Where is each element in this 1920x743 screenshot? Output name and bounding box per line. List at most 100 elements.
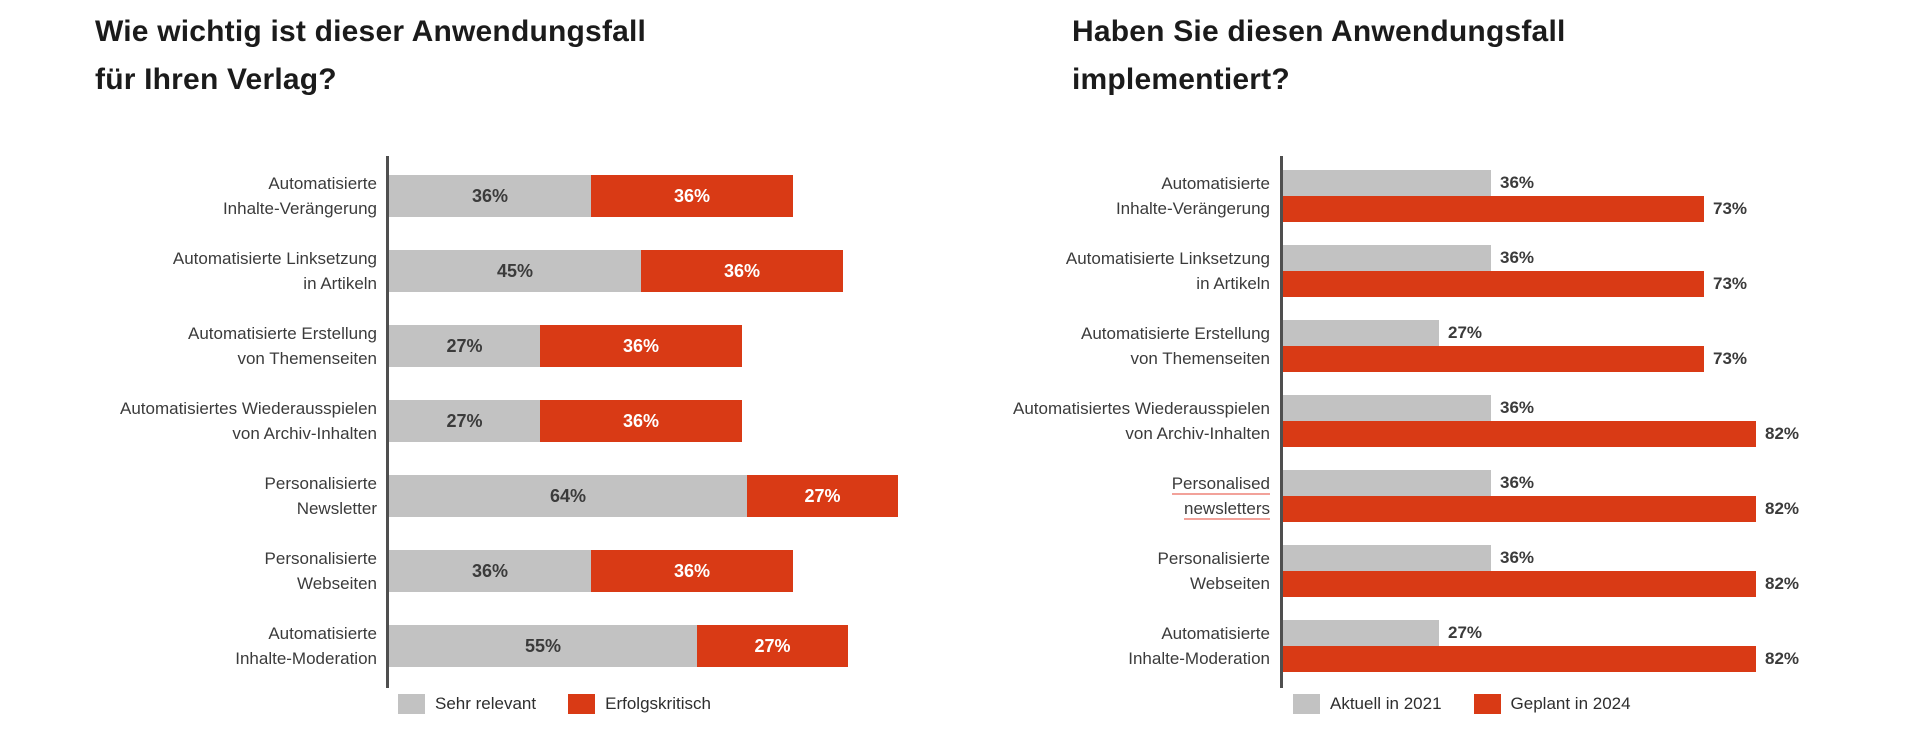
category-label-text: Inhalte-Moderation [235, 649, 377, 668]
category-label-text: Automatisierte Erstellung [188, 324, 377, 343]
value-label: 73% [1713, 274, 1748, 293]
category-label-line: Personalisierte [900, 546, 1270, 571]
bar-aktuell-in-2021 [1283, 320, 1439, 346]
category-label-text: Personalisierte [264, 549, 377, 568]
legend-swatch-gray [1293, 694, 1320, 714]
bar-segment-sehr-relevant [389, 550, 591, 592]
category-label-line: Automatisierte Linksetzung [900, 246, 1270, 271]
category-label-text: newsletters [1184, 499, 1270, 520]
category-label: Automatisierte Inhalte-Moderation [17, 621, 377, 671]
value-label: 36% [471, 561, 509, 581]
category-label: Personalisierte Newsletter [17, 471, 377, 521]
bar-geplant-in-2024 [1283, 196, 1704, 222]
legend-label: Geplant in 2024 [1510, 694, 1631, 713]
category-label-text: Automatisierte [1161, 174, 1270, 193]
category-label-text: Newsletter [296, 499, 377, 518]
value-label: 36% [1500, 548, 1535, 567]
category-label-line: Automatisierte [900, 621, 1270, 646]
value-label: 36% [471, 186, 509, 206]
legend-swatch-gray [398, 694, 425, 714]
category-label-text: Inhalte-Verängerung [222, 199, 377, 218]
legend-swatch-red [1473, 694, 1501, 714]
category-label: Automatisierte Erstellung von Themenseite… [900, 321, 1270, 371]
bar-segment-erfolgskritisch [697, 625, 848, 667]
category-label-line: Inhalte-Moderation [17, 646, 377, 671]
category-label-text: Inhalte-Moderation [1128, 649, 1270, 668]
chart-implementation-legend: Aktuell in 2021 Geplant in 2024 [1293, 692, 1649, 716]
category-label-text: von Themenseiten [1130, 349, 1270, 368]
value-label: 55% [524, 636, 562, 656]
category-label: Automatisierte Inhalte-Verängerung [17, 171, 377, 221]
category-label-line: Personalisierte [17, 471, 377, 496]
bar-geplant-in-2024 [1283, 421, 1756, 447]
value-label: 64% [549, 486, 587, 506]
bar-aktuell-in-2021 [1283, 245, 1491, 271]
bar-segment-erfolgskritisch [747, 475, 898, 517]
category-label: Personalised newsletters [900, 471, 1270, 521]
value-label: 36% [1500, 248, 1535, 267]
bar-geplant-in-2024 [1283, 346, 1704, 372]
category-label-text: Personalised [1171, 474, 1270, 495]
value-label: 45% [496, 261, 534, 281]
category-label-text: von Archiv-Inhalten [1125, 424, 1270, 443]
category-label-line: Automatisierte Erstellung [900, 321, 1270, 346]
category-label-line: Webseiten [900, 571, 1270, 596]
legend-swatch-red [568, 694, 596, 714]
bar-aktuell-in-2021 [1283, 545, 1491, 571]
category-label-text: Webseiten [1189, 574, 1270, 593]
category-label-line: newsletters [900, 496, 1270, 521]
category-label-line: Automatisierte Erstellung [17, 321, 377, 346]
value-label: 36% [622, 411, 660, 431]
value-label: 73% [1713, 349, 1748, 368]
category-label: Automatisiertes Wiederausspielen von Arch… [900, 396, 1270, 446]
legend-label: Sehr relevant [435, 694, 537, 713]
category-label-line: von Archiv-Inhalten [17, 421, 377, 446]
category-label-line: Webseiten [17, 571, 377, 596]
category-label-line: Inhalte-Verängerung [17, 196, 377, 221]
legend-label: Erfolgskritisch [605, 694, 711, 713]
category-label-text: Automatisiertes Wiederausspielen [119, 399, 377, 418]
category-label-text: Automatisierte [268, 624, 377, 643]
value-label: 36% [673, 561, 711, 581]
category-label: Personalisierte Webseiten [900, 546, 1270, 596]
value-label: 36% [622, 336, 660, 356]
value-label: 27% [1448, 323, 1483, 342]
value-label: 82% [1765, 424, 1800, 443]
value-label: 82% [1765, 499, 1800, 518]
category-label-line: Automatisierte [900, 171, 1270, 196]
category-label: Automatisierte Erstellung von Themenseite… [17, 321, 377, 371]
category-label-text: Automatisierte [268, 174, 377, 193]
category-label-line: Automatisiertes Wiederausspielen [900, 396, 1270, 421]
category-label-line: Automatisierte Linksetzung [17, 246, 377, 271]
category-label-line: Personalisierte [17, 546, 377, 571]
category-label-text: Automatisierte Erstellung [1081, 324, 1270, 343]
category-label-text: von Themenseiten [237, 349, 377, 368]
category-label-line: Inhalte-Verängerung [900, 196, 1270, 221]
category-label-line: Automatisierte [17, 171, 377, 196]
category-label-text: Personalisierte [264, 474, 377, 493]
category-label-text: Inhalte-Verängerung [1115, 199, 1270, 218]
bar-segment-sehr-relevant [389, 475, 747, 517]
value-label: 36% [1500, 173, 1535, 192]
bar-geplant-in-2024 [1283, 571, 1756, 597]
bar-segment-erfolgskritisch [540, 400, 742, 442]
category-label-line: in Artikeln [900, 271, 1270, 296]
value-label: 27% [804, 486, 841, 506]
legend-item: Sehr relevant [398, 694, 536, 714]
bar-segment-erfolgskritisch [591, 175, 793, 217]
bar-aktuell-in-2021 [1283, 395, 1491, 421]
category-label-line: Inhalte-Moderation [900, 646, 1270, 671]
legend-item: Geplant in 2024 [1473, 694, 1631, 714]
value-label: 27% [1448, 623, 1483, 642]
bar-geplant-in-2024 [1283, 496, 1756, 522]
value-label: 73% [1713, 199, 1748, 218]
category-label-text: Personalisierte [1157, 549, 1270, 568]
category-label-line: Automatisiertes Wiederausspielen [17, 396, 377, 421]
category-label-line: von Themenseiten [900, 346, 1270, 371]
category-label-text: Automatisiertes Wiederausspielen [1012, 399, 1270, 418]
bar-segment-sehr-relevant [389, 400, 540, 442]
category-label: Automatisierte Linksetzung in Artikeln [17, 246, 377, 296]
category-label-text: von Archiv-Inhalten [232, 424, 377, 443]
category-label-text: Webseiten [296, 574, 377, 593]
